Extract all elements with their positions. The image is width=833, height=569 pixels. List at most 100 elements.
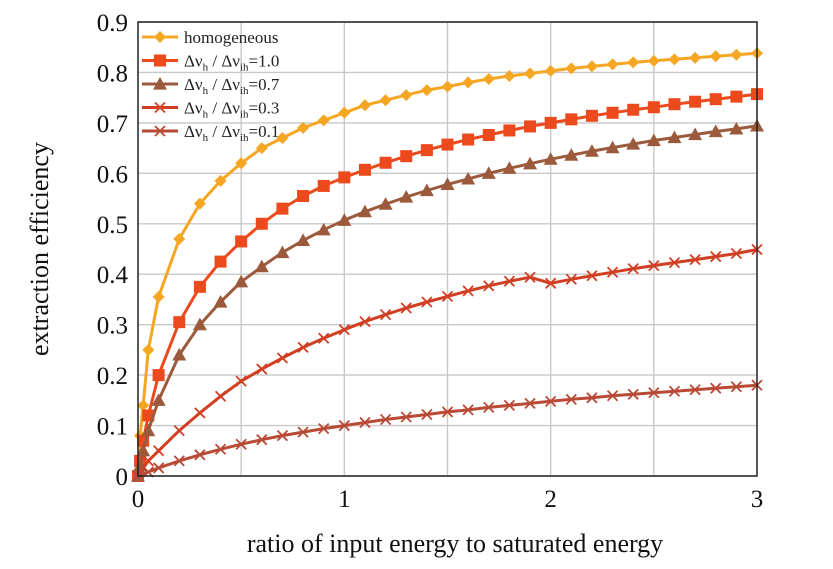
data-point [275,245,290,259]
data-point [136,443,151,457]
data-point [296,233,311,247]
data-point [709,50,722,63]
data-point [338,419,350,432]
y-axis-title: extraction efficiency [25,142,54,356]
data-point [152,445,165,457]
data-point [545,277,557,289]
data-point [276,202,289,215]
data-point [276,430,289,442]
data-point [605,140,620,154]
data-point [235,438,247,450]
data-point [173,455,185,467]
data-point [137,399,150,412]
data-point [585,109,598,122]
data-point [276,352,289,364]
y-tick-label: 0.5 [97,212,128,239]
legend-label: homogeneous [184,28,278,47]
series-2 [132,88,763,482]
data-point [627,56,640,69]
data-point [564,148,579,161]
legend-item-4: Δνh / Δνih=0.3 [142,99,279,121]
data-point [689,51,702,64]
data-point [586,270,598,282]
data-point [194,449,206,461]
data-point [379,308,392,321]
data-point [379,94,392,107]
x-tick-label: 2 [544,486,557,513]
data-point [421,408,433,421]
data-point [586,392,598,404]
plot-frame [137,21,758,477]
data-point [710,250,722,263]
y-tick-label: 0.4 [97,262,129,289]
data-point [400,411,412,423]
data-point [524,67,537,80]
data-point [318,422,330,435]
data-point [142,455,154,467]
data-point [523,156,538,170]
data-point [193,280,206,293]
data-point [626,137,641,150]
data-point [668,98,681,111]
data-point [256,363,268,375]
data-point [730,247,743,260]
legend-marker [154,31,166,43]
data-point [420,84,433,97]
data-point [214,390,227,402]
data-point [152,369,165,382]
data-point [729,121,744,135]
legend-label: Δνh / Δνih=0.1 [184,122,279,144]
data-point [668,53,681,66]
data-point [214,174,227,187]
data-point [297,190,310,203]
x-tick-label: 3 [751,486,764,513]
data-point [668,385,681,397]
y-tick-label: 0.3 [97,313,128,340]
data-point [359,316,371,328]
data-point [647,101,660,114]
data-point [524,397,536,409]
data-point [503,124,516,137]
data-point [606,266,619,278]
data-point [440,177,455,191]
data-point [337,213,352,226]
data-point [646,133,661,147]
legend-marker [154,125,166,137]
data-point [276,132,289,145]
data-point [142,343,155,356]
series-line [136,92,758,477]
data-point [689,384,701,396]
data-point [544,64,557,77]
data-point [627,388,639,400]
data-point [503,399,516,412]
data-point [358,99,371,112]
legend-item-5: Δνh / Δνih=0.1 [142,122,279,144]
data-point [297,426,309,438]
data-point [482,73,495,86]
legend-marker [154,54,166,67]
data-point [338,171,351,184]
data-point [255,142,268,155]
data-point [441,290,454,303]
series-3 [131,118,764,482]
data-point [606,106,619,119]
data-point [565,62,578,75]
data-point [730,90,743,103]
data-point [234,274,249,288]
legend-marker [154,101,166,114]
data-point [359,416,371,429]
data-point [730,48,743,61]
y-tick-label: 0.8 [97,60,128,87]
data-point [378,197,393,210]
data-point [213,294,228,308]
data-point [357,204,372,218]
data-point [194,407,206,419]
data-point [585,60,598,73]
series-4 [132,243,763,482]
data-point [708,124,723,138]
data-point [606,390,619,402]
legend-item-1: homogeneous [142,28,278,47]
legend-item-2: Δνh / Δνih=1.0 [142,52,279,74]
data-point [462,404,474,416]
